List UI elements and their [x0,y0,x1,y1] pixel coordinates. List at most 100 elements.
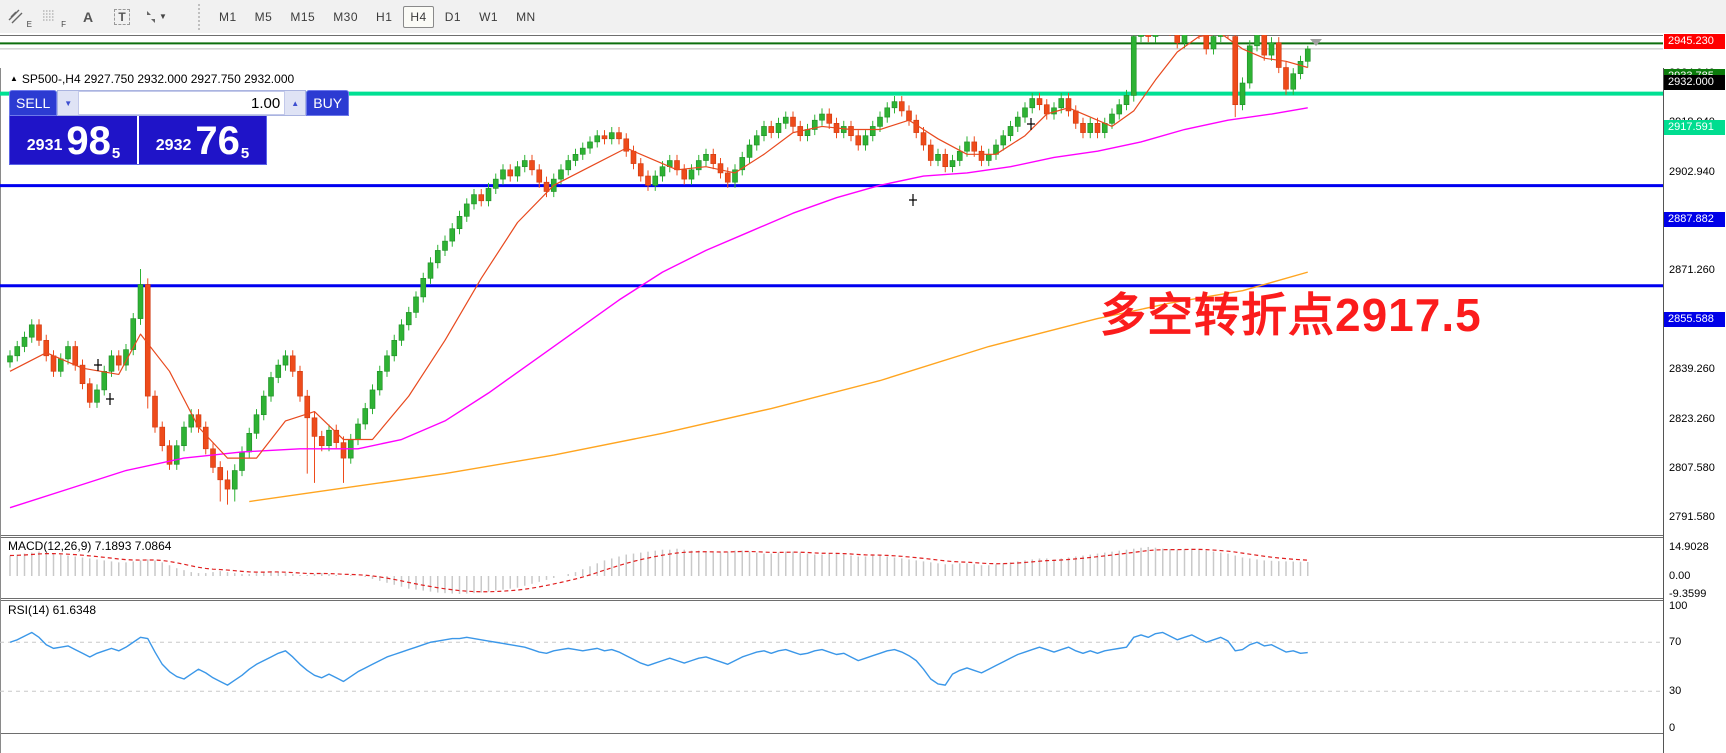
candle-130 [949,154,956,173]
candle-0 [7,350,13,368]
volume-decrease-button[interactable]: ▼ [58,91,79,115]
candle-112 [819,108,825,126]
candle-121 [884,102,891,123]
macd-pane[interactable] [0,537,1663,598]
candle-103 [753,130,760,151]
buy-quote[interactable]: 2932 76 5 [155,119,250,163]
candle-163 [1191,35,1193,36]
timeframe-button-m30[interactable]: M30 [326,6,365,28]
macd-tick-14.9028: 14.9028 [1669,540,1709,553]
candle-13 [101,365,108,396]
candle-66 [485,182,492,207]
candle-83 [608,127,615,145]
candle-84 [616,127,622,145]
rsi-tick-0: 0 [1669,722,1676,734]
draw-objects-icon[interactable]: E [6,4,34,30]
candle-87 [637,158,644,182]
candle-132 [964,136,970,157]
candle-44 [326,424,332,452]
toolbar: E F A T ▼ M1 M5 M15 M30 H1 H4 D1 W1 MN [0,0,1726,34]
rsi-label: RSI(14) 61.6348 [8,603,97,617]
rsi-pane[interactable] [0,600,1663,733]
chart-shift-marker-icon [1310,39,1322,46]
candle-116 [848,120,854,142]
candle-70 [514,161,521,182]
price-tick-2902.940: 2902.940 [1669,166,1715,178]
candle-96 [703,148,709,167]
candle-178 [1297,55,1304,80]
main-chart-pane[interactable] [0,35,1663,535]
candle-46 [340,436,347,483]
candle-53 [391,334,398,362]
candle-175 [1275,37,1282,74]
chart-title: ▲ SP500-,H4 2927.750 2932.000 2927.750 29… [10,72,294,86]
candle-146 [1065,92,1072,117]
timeframe-button-m15[interactable]: M15 [283,6,322,28]
timeframe-button-mn[interactable]: MN [509,6,543,28]
candle-105 [768,120,775,139]
macd-tick-0.00: 0.00 [1669,570,1691,582]
candle-160 [1169,35,1171,36]
candle-56 [413,291,419,318]
candle-95 [695,154,702,176]
arrow-objects-icon[interactable]: ▼ [142,4,182,30]
candle-43 [318,430,325,452]
ma-slow-line [249,271,1308,503]
timeframe-button-m1[interactable]: M1 [212,6,244,28]
timeframe-button-w1[interactable]: W1 [472,6,505,28]
price-axis-separator[interactable] [1663,68,1664,753]
draw-objects-glyph [8,9,23,23]
candle-64 [471,189,477,210]
candle-17 [130,313,137,356]
candle-3 [28,319,35,343]
candle-152 [1109,108,1115,129]
candle-28 [210,443,216,473]
candle-140 [1022,102,1028,123]
candle-18 [137,269,144,325]
candle-38 [282,350,289,371]
collapse-panel-icon[interactable]: ▲ [10,74,18,83]
price-line-badge-2932.000: 2932.000 [1664,74,1725,90]
grid-glyph [43,10,55,20]
sell-quote[interactable]: 2931 98 5 [10,116,139,164]
candle-126 [920,127,927,151]
text-label-icon[interactable]: A [82,8,94,25]
separator-main-macd-b[interactable] [0,537,1663,538]
separator-macd-rsi-b[interactable] [0,600,1663,601]
candle-174 [1268,37,1275,61]
candle-52 [384,350,390,377]
timeframe-button-h1[interactable]: H1 [369,6,399,28]
sell-button[interactable]: SELL [9,90,58,116]
timeframe-button-h4[interactable]: H4 [403,5,434,28]
price-tick-2871.260: 2871.260 [1669,264,1715,277]
volume-increase-button[interactable]: ▲ [285,91,306,115]
candle-82 [601,130,608,145]
timeframe-button-d1[interactable]: D1 [438,6,468,28]
candle-176 [1283,61,1289,95]
candle-77 [565,154,572,176]
ma-mid-line [9,107,1308,509]
price-axis[interactable]: 2934.9402918.9402902.9402871.2602839.260… [1664,33,1726,753]
candle-131 [956,145,963,167]
candle-99 [724,167,731,188]
price-line-badge-2917.591: 2917.591 [1664,119,1725,135]
candle-127 [927,139,934,167]
candle-134 [978,145,985,167]
candle-63 [463,198,470,222]
candle-120 [877,111,883,132]
text-box-icon[interactable]: T [108,4,136,30]
candle-97 [710,148,717,170]
volume-input[interactable] [78,91,286,115]
separator-macd-rsi-a[interactable] [0,598,1663,599]
candle-37 [275,359,282,384]
candle-55 [405,306,412,331]
grid-pattern-icon[interactable]: F [40,4,68,30]
timeframe-group: M1 M5 M15 M30 H1 H4 D1 W1 MN [210,5,545,28]
candle-128 [935,148,941,167]
separator-main-macd-a[interactable] [0,535,1663,536]
timeframe-button-m5[interactable]: M5 [248,6,280,28]
cross-mark-3 [1027,118,1035,130]
candle-171 [1246,40,1253,89]
candle-167 [1217,35,1224,43]
buy-button[interactable]: BUY [306,90,350,116]
